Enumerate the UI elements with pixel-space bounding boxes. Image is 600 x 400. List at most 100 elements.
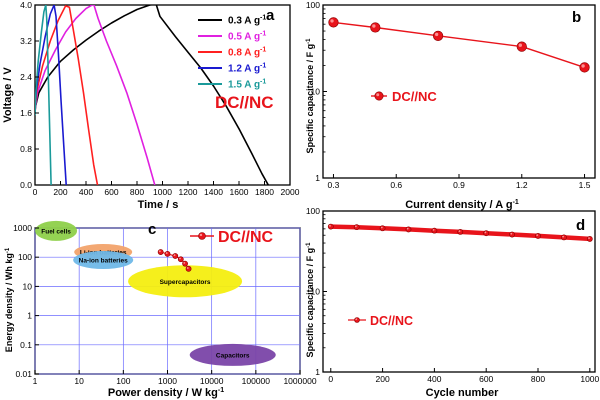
- panel-b-y-tick-label: 1: [315, 173, 320, 183]
- panel-d-data-point-highlight: [510, 232, 513, 235]
- panel-d-data-point-highlight: [354, 225, 357, 228]
- panel-b-data-point: [432, 30, 444, 41]
- panel-c-data-point: [172, 253, 179, 259]
- panel-b-data-point: [328, 17, 339, 28]
- panel-a-x-tick-label: 600: [104, 187, 118, 197]
- panel-b-legend-marker-highlight: [376, 93, 380, 97]
- panel-d-data-point: [431, 227, 438, 234]
- panel-d-data-point: [561, 234, 567, 241]
- panel-c-x-tick-label: 1: [33, 376, 38, 386]
- panel-c-data-point: [157, 249, 164, 255]
- panel-a-y-tick-label: 2.4: [20, 72, 32, 82]
- panel-d-y-tick-label: 1: [315, 367, 320, 377]
- panel-d-y-axis-label: Specific capacitance / F g-1: [305, 242, 315, 358]
- panel-b-y-tick-label: 10: [311, 87, 321, 97]
- panel-a-legend-label-0: 0.3 A g-1: [228, 15, 266, 27]
- panel-a-series-line-0: [35, 5, 269, 185]
- panel-a-x-tick-label: 1600: [230, 187, 249, 197]
- panel-b-x-tick-label: 0.3: [328, 180, 340, 190]
- panel-b-data-point-highlight: [330, 19, 334, 23]
- panel-b-x-tick-label: 1.2: [516, 180, 528, 190]
- panel-a-x-tick-label: 800: [130, 187, 144, 197]
- panel-b-data-point: [516, 41, 527, 52]
- panel-d-data-point-highlight: [380, 226, 383, 229]
- panel-a-label: a: [266, 7, 275, 24]
- panel-a-x-tick-label: 1000: [153, 187, 172, 197]
- panel-d-legend-label: DC//NC: [370, 314, 413, 328]
- panel-b: 0.3 0.6 0.9 1.2 1.5 1 10 100 DC//NC b Current de…: [305, 0, 596, 211]
- panel-c-y-tick-label: 1: [27, 311, 32, 321]
- panel-a-frame: [34, 4, 291, 186]
- panel-c-y-tick-label: 1000: [13, 223, 32, 233]
- panel-d-x-tick-label: 1000: [580, 374, 599, 384]
- panel-b-x-tick-label: 0.6: [390, 180, 402, 190]
- panel-d-data-point: [457, 229, 464, 235]
- panel-c-legend-marker-highlight: [199, 233, 203, 237]
- panel-d-data-point-highlight: [588, 237, 590, 240]
- panel-c-data-point-highlight: [158, 250, 161, 253]
- panel-c-label: c: [148, 221, 156, 238]
- panel-b-label: b: [572, 9, 581, 26]
- panel-a-series-line-2: [35, 5, 99, 185]
- panel-c-data-point-highlight: [179, 257, 181, 260]
- panel-d-data-point: [509, 231, 516, 238]
- panel-b-data-point: [579, 62, 590, 73]
- panel-c-region-label-0: Fuel cells: [41, 228, 71, 235]
- panel-c-data-point: [177, 256, 184, 263]
- panel-a-plot-area: 0 200 400 600 800 1000 1200 1400 1600 1800 2000 0.0…: [20, 0, 300, 197]
- panel-d-data-point: [327, 223, 334, 230]
- panel-b-x-tick-label: 1.5: [579, 180, 591, 190]
- panel-d-data-point-highlight: [484, 231, 487, 234]
- panel-c-plot-area: Fuel cellsLi-ion batteriesNa-ion batteri…: [13, 220, 317, 386]
- panel-d-data-point-highlight: [406, 227, 409, 230]
- panel-c-legend-marker: [198, 232, 206, 240]
- panel-c-x-tick-label: 10000: [200, 376, 224, 386]
- panel-b-frame: [322, 4, 596, 179]
- panel-d-data-point: [535, 233, 541, 239]
- panel-b-data-point-highlight: [434, 32, 439, 37]
- panel-c-region-label-4: Capacitors: [216, 352, 250, 359]
- panel-d: 0 200 400 600 800 1000 1 10 100 DC//NC d Cycle nu…: [305, 206, 600, 399]
- panel-c-data-point-highlight: [186, 267, 189, 269]
- panel-c: Fuel cellsLi-ion batteriesNa-ion batteri…: [4, 220, 317, 399]
- panel-d-label: d: [576, 217, 585, 234]
- panel-d-x-tick-label: 0: [328, 374, 333, 384]
- panel-a-x-tick-label: 1200: [179, 187, 198, 197]
- panel-c-region-label-2: Na-ion batteries: [79, 258, 129, 265]
- panel-b-legend-marker: [374, 91, 384, 101]
- panel-a-y-tick-label: 3.2: [20, 36, 32, 46]
- panel-d-x-axis-label: Cycle number: [426, 387, 499, 399]
- panel-d-data-point-highlight: [458, 230, 461, 233]
- panel-a-y-tick-label: 4.0: [20, 0, 32, 10]
- panel-c-x-tick-label: 100000: [242, 376, 271, 386]
- panel-d-data-point: [586, 236, 593, 242]
- panel-a: 0 200 400 600 800 1000 1200 1400 1600 1800 2000 0.0…: [2, 0, 300, 211]
- panel-a-y-tick-label: 0.8: [20, 144, 32, 154]
- panel-b-x-tick-label: 0.9: [453, 180, 465, 190]
- panel-a-x-tick-label: 0: [33, 187, 38, 197]
- panel-b-plot-area: 0.3 0.6 0.9 1.2 1.5 1 10 100 DC//NC: [306, 0, 596, 190]
- panel-b-y-tick-label: 100: [306, 0, 320, 10]
- panel-a-annotation: DC//NC: [215, 93, 274, 112]
- panel-a-series-line-3: [35, 5, 67, 185]
- panel-c-data-point-highlight: [173, 254, 176, 257]
- panel-a-x-tick-label: 1400: [204, 187, 223, 197]
- panel-b-y-axis-label: Specific capacitance / F g-1: [305, 38, 315, 154]
- panel-d-plot-area: 0 200 400 600 800 1000 1 10 100 DC//NC: [306, 206, 600, 384]
- panel-c-data-point: [185, 265, 192, 272]
- panel-c-x-tick-label: 1000000: [283, 376, 316, 386]
- panel-c-region-3: [128, 265, 243, 298]
- panel-a-legend-label-2: 0.8 A g-1: [228, 47, 266, 59]
- panel-c-data-point: [182, 260, 188, 267]
- panel-a-y-tick-label: 1.6: [20, 108, 32, 118]
- panel-d-y-tick-label: 100: [306, 206, 320, 216]
- panel-a-x-tick-label: 400: [79, 187, 93, 197]
- panel-c-x-axis-label: Power density / W kg-1: [108, 387, 224, 399]
- panel-b-data-point: [370, 22, 381, 33]
- panel-c-region-label-3: Supercapacitors: [160, 279, 211, 286]
- panel-c-x-tick-label: 10: [74, 376, 84, 386]
- panel-c-y-axis-label: Energy density / Wh kg-1: [4, 247, 14, 352]
- panel-c-region-0: [35, 220, 78, 241]
- panel-c-data-point-highlight: [165, 252, 168, 255]
